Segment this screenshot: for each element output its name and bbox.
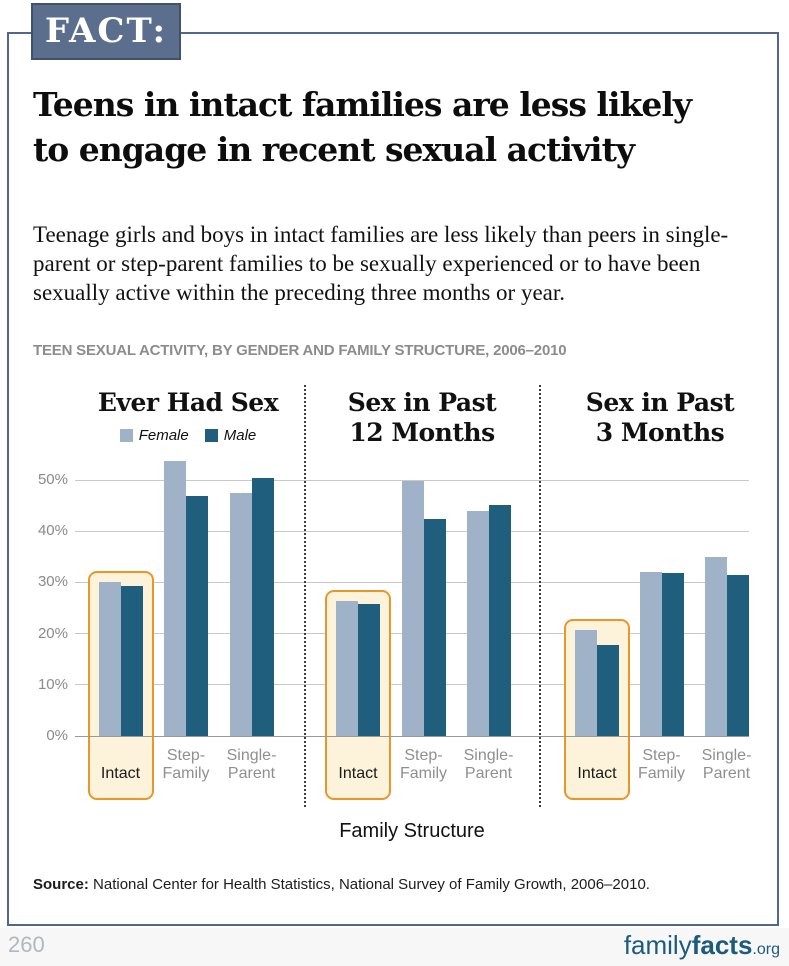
bar-female xyxy=(98,582,121,736)
panel-header-line: Sex in Past xyxy=(585,388,735,417)
male-swatch-icon xyxy=(204,429,218,442)
category-label-line: Single- xyxy=(701,747,752,764)
category-label: Step- Family xyxy=(379,747,469,783)
bar-female xyxy=(466,510,489,736)
bar-female xyxy=(336,600,358,736)
category-label-line: Family xyxy=(637,765,686,782)
chart-title: TEEN SEXUAL ACTIVITY, BY GENDER AND FAMI… xyxy=(33,342,567,359)
bar-male xyxy=(597,644,619,736)
bar-male xyxy=(423,519,446,736)
source-note: Source: National Center for Health Stati… xyxy=(33,876,753,893)
page-number: 260 xyxy=(8,932,45,957)
fact-badge: FACT: xyxy=(31,3,181,60)
category-label-line: Intact xyxy=(577,765,617,782)
category-label: Single- Parent xyxy=(682,747,772,783)
category-label-line: Intact xyxy=(338,765,378,782)
bar-male xyxy=(488,505,511,736)
panel-header-line: 3 Months xyxy=(595,418,725,447)
bar-female xyxy=(164,461,186,736)
category-label-line: Step- xyxy=(404,747,443,764)
legend-item-female: Female xyxy=(119,427,189,444)
panel-header-line: 12 Months xyxy=(349,418,495,447)
legend-item-male: Male xyxy=(204,427,257,444)
bar-female xyxy=(704,556,727,736)
category-label-line: Parent xyxy=(227,765,276,782)
bar-female xyxy=(401,481,424,736)
category-label-line: Family xyxy=(162,765,210,782)
footer-strip xyxy=(0,928,789,966)
source-text: National Center for Health Statistics, N… xyxy=(88,876,650,893)
x-axis-title: Family Structure xyxy=(339,820,485,842)
y-tick-label: 30% xyxy=(37,573,68,591)
logo-org: .org xyxy=(752,941,780,958)
legend-label-male: Male xyxy=(223,427,257,444)
category-label: Intact xyxy=(313,747,403,783)
panel-separator xyxy=(539,385,541,807)
panel-header: Ever Had Sex xyxy=(58,388,318,418)
female-swatch-icon xyxy=(119,429,133,442)
bar-female xyxy=(229,492,252,736)
y-tick-label: 40% xyxy=(37,522,68,540)
panel-separator xyxy=(304,385,306,807)
category-label-line: Step- xyxy=(642,747,681,764)
logo-family: family xyxy=(623,930,692,960)
y-tick-label: 20% xyxy=(37,624,68,642)
gridline-0 xyxy=(75,735,749,737)
legend-label-female: Female xyxy=(138,427,189,444)
panel-header-line: Sex in Past xyxy=(347,388,497,417)
logo-facts: facts xyxy=(691,930,753,960)
bar-female xyxy=(575,629,597,736)
category-label-line: Family xyxy=(399,765,448,782)
category-label-line: Single- xyxy=(226,747,277,764)
bar-female xyxy=(639,572,662,736)
page-title: Teens in intact families are less likely… xyxy=(33,85,692,169)
panel-header-line: Ever Had Sex xyxy=(97,388,279,417)
category-label: Step- Family xyxy=(617,747,707,783)
category-label-line: Single- xyxy=(463,747,514,764)
y-tick-label: 50% xyxy=(37,471,68,488)
category-label: Intact xyxy=(552,747,642,783)
y-tick-label: 10% xyxy=(37,675,68,693)
category-label: Step- Family xyxy=(141,747,231,783)
bar-male xyxy=(251,478,274,736)
bar-male xyxy=(726,574,749,736)
category-label: Intact xyxy=(76,747,166,783)
panel-header: Sex in Past 12 Months xyxy=(292,388,552,448)
bar-male xyxy=(120,585,143,736)
category-label: Single- Parent xyxy=(207,747,297,783)
category-label-line: Parent xyxy=(702,765,751,782)
y-tick-label: 0% xyxy=(46,727,68,744)
familyfacts-logo: familyfacts.org xyxy=(624,930,780,961)
intro-paragraph: Teenage girls and boys in intact familie… xyxy=(33,222,729,305)
gridline-50 xyxy=(75,479,749,481)
bar-male xyxy=(661,573,684,736)
panel-header: Sex in Past 3 Months xyxy=(530,388,789,448)
category-label: Single- Parent xyxy=(444,747,534,783)
category-label-line: Intact xyxy=(100,765,141,782)
bar-male xyxy=(358,604,380,736)
chart-legend: Female Male xyxy=(98,427,278,444)
category-label-line: Parent xyxy=(464,765,513,782)
source-label: Source: xyxy=(33,876,89,893)
bar-male xyxy=(186,495,208,736)
category-label-line: Step- xyxy=(166,747,206,764)
